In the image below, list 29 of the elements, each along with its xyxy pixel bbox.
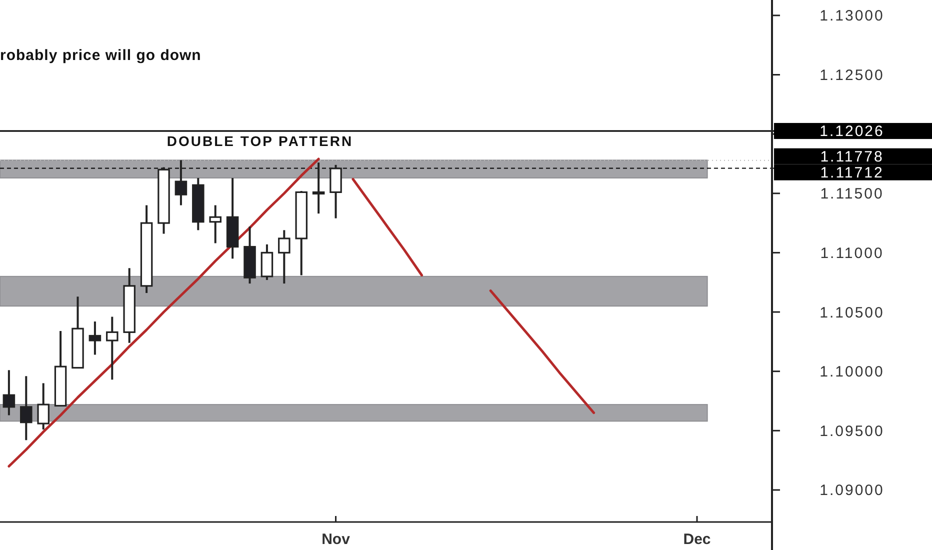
candlestick — [312, 162, 325, 215]
ref-line-label: 1.11778 — [820, 148, 884, 166]
ref-line-label: 1.12026 — [820, 123, 884, 140]
y-tick-label: 1.12500 — [820, 66, 884, 84]
candlestick — [88, 320, 102, 356]
line-series — [352, 178, 424, 276]
candlestick — [37, 382, 50, 430]
annotation: robably price will go down — [0, 47, 202, 64]
candlestick — [209, 204, 222, 244]
candlestick — [20, 375, 32, 442]
x-tick-label: Nov — [322, 531, 351, 548]
candlestick — [106, 316, 118, 381]
y-tick-label: 1.10000 — [820, 364, 884, 381]
y-tick-label: 1.13000 — [820, 8, 884, 25]
y-tick-label: 1.11000 — [820, 244, 884, 262]
annotation: DOUBLE TOP PATTERN — [166, 133, 354, 149]
candlestick — [330, 164, 342, 220]
y-tick-label: 1.09000 — [820, 482, 884, 500]
candlestick — [174, 159, 188, 206]
y-tick-label: 1.09500 — [820, 422, 884, 440]
x-tick-label: Dec — [683, 531, 711, 548]
y-tick-label: 1.10500 — [820, 304, 884, 322]
line-series — [8, 158, 320, 468]
line-series — [489, 289, 596, 414]
candlestick — [260, 243, 274, 281]
candlestick — [2, 369, 16, 416]
candlestick — [278, 229, 290, 285]
ref-line-label: 1.11712 — [820, 164, 884, 182]
y-tick-label: 1.11500 — [820, 186, 884, 203]
